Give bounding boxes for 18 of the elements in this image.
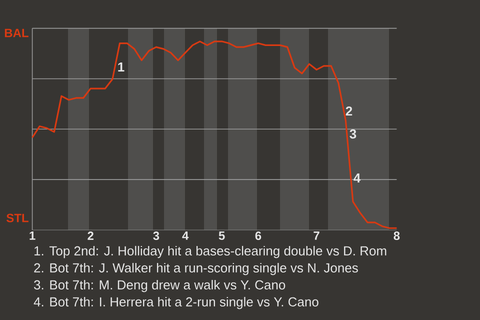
text: BAL xyxy=(4,28,28,38)
annotation: 1 xyxy=(118,62,124,72)
text: 2. Bot 7th: J. Walker hit a run-scoring single vs N. Jones xyxy=(34,262,358,276)
text: STL xyxy=(6,214,28,222)
x-tick-label: 5 xyxy=(218,232,225,240)
x-tick-label: 3 xyxy=(153,232,160,240)
text: 4. Bot 7th: I. Herrera hit a 2-run single vs Y. Cano xyxy=(34,296,318,310)
annotation: 4 xyxy=(354,174,361,182)
x-tick-label: 1 xyxy=(30,232,36,240)
x-tick-label: 2 xyxy=(88,232,94,240)
annotation: 2 xyxy=(346,106,352,116)
x-tick-label: 4 xyxy=(182,232,189,240)
annotation: 3 xyxy=(350,129,356,139)
x-tick-label: 7 xyxy=(314,232,320,240)
x-tick-label: 6 xyxy=(255,232,262,240)
x-tick-label: 8 xyxy=(394,232,400,240)
text: 1. Top 2nd: J. Holliday hit a bases-clearing double vs D. Rom xyxy=(34,246,386,258)
text: 3. Bot 7th: M. Deng drew a walk vs Y. Cano xyxy=(34,280,286,292)
